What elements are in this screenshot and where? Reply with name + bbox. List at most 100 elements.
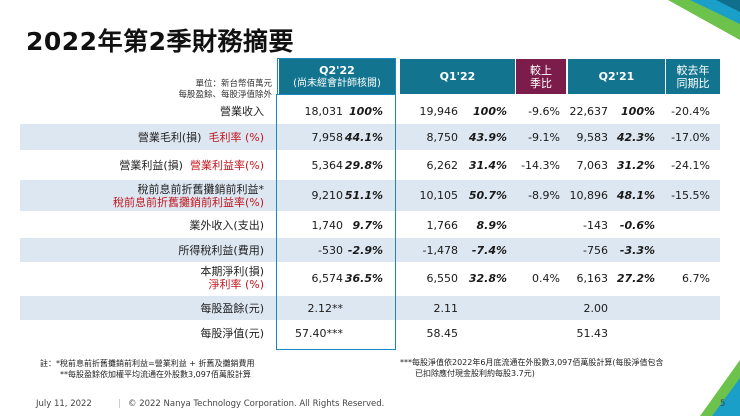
highlight-column-border xyxy=(276,94,396,350)
header-q1-22: Q1'22 xyxy=(400,59,515,94)
cell-q221: 51.43 xyxy=(576,326,609,340)
cell-q122p: -7.4% xyxy=(471,243,507,257)
cell-qoq: -9.6% xyxy=(528,104,560,118)
row-label-main: 每股盈餘(元) xyxy=(200,301,264,315)
row-label-main: 每股淨值(元) xyxy=(200,326,264,340)
header-q2-22-sub: (尚未經會計師核閱) xyxy=(293,77,381,89)
note-left-2: **每股盈餘依加權平均流通在外股數3,097佰萬股計算 xyxy=(60,370,251,379)
row-label: 營業利益(損) 營業利益率(%) xyxy=(119,159,264,172)
cell-q222p: 51.1% xyxy=(344,189,383,202)
table-row: 稅前息前折舊攤銷前利益* 稅前息前折舊攤銷前利益率(%) 9,210 51.1% 10,… xyxy=(20,180,720,211)
table-row: 本期淨利(損) 淨利率 (%) 6,574 36.5% 6,550 32.8% 0.4% 6,… xyxy=(20,263,720,293)
cell-q222p: 36.5% xyxy=(344,271,383,285)
row-label: 營業毛利(損) 毛利率 (%) xyxy=(138,131,264,144)
table-row: 所得稅利益(費用) -530 -2.9% -1,478 -7.4% -756 -3.3% xyxy=(20,238,720,262)
row-label: 每股盈餘(元) xyxy=(200,302,264,315)
header-q2-21: Q2'21 xyxy=(568,59,665,94)
header-q1-22-label: Q1'22 xyxy=(439,70,476,83)
cell-q222p: 29.8% xyxy=(344,159,383,172)
cell-q122p: 8.9% xyxy=(476,218,507,232)
unit-note-2: 每股盈餘、每股淨值除外 xyxy=(178,90,272,100)
row-label: 每股淨值(元) xyxy=(200,327,264,340)
header-yoy: 較去年 同期比 xyxy=(666,59,720,94)
header-qoq-line1: 較上 xyxy=(530,63,552,77)
page-title: 2022年第2季財務摘要 xyxy=(26,27,294,56)
row-label-main: 營業收入 xyxy=(220,104,264,118)
row-label-main: 業外收入(支出) xyxy=(189,218,264,232)
cell-q222: 1,740 xyxy=(311,218,344,232)
cell-q222: 7,958 xyxy=(311,130,344,144)
table-row: 每股盈餘(元) 2.12** 2.11 2.00 xyxy=(20,296,720,320)
cell-q221: 6,163 xyxy=(576,271,609,285)
cell-q222: -530 xyxy=(318,243,343,257)
cell-q122p: 32.8% xyxy=(468,271,507,285)
cell-q221p: 48.1% xyxy=(616,189,655,202)
cell-q222p: 44.1% xyxy=(344,130,383,144)
row-label: 所得稅利益(費用) xyxy=(178,244,264,257)
cell-q221p: 100% xyxy=(621,104,655,118)
note-right-2: 已扣除應付現金股利約每股3.7元) xyxy=(415,369,535,378)
cell-q222: 57.40*** xyxy=(295,326,343,340)
cell-q222p: 9.7% xyxy=(352,218,383,232)
header-qoq: 較上 季比 xyxy=(516,59,566,94)
note-left-1: 註：*稅前息前折舊攤銷前利益=營業利益 + 折舊及攤銷費用 xyxy=(40,359,255,368)
cell-yoy: -17.0% xyxy=(671,130,710,144)
cell-q122: 19,946 xyxy=(419,104,459,118)
cell-q122: 6,550 xyxy=(426,271,459,285)
cell-q122: 2.11 xyxy=(433,301,459,315)
cell-q122p: 50.7% xyxy=(468,189,507,202)
table-row: 每股淨值(元) 57.40*** 58.45 51.43 xyxy=(20,320,720,346)
cell-q221: 7,063 xyxy=(576,159,609,172)
cell-q221p: 31.2% xyxy=(616,159,655,172)
cell-q221: 10,896 xyxy=(569,189,609,202)
cell-q122p: 43.9% xyxy=(468,130,507,144)
footer-copyright: © 2022 Nanya Technology Corporation. All… xyxy=(128,399,385,409)
cell-q221: -143 xyxy=(583,218,608,232)
cell-q222p: 100% xyxy=(349,104,383,118)
cell-q221p: 42.3% xyxy=(616,130,655,144)
table-row: 營業毛利(損) 毛利率 (%) 7,958 44.1% 8,750 43.9% -9.1%… xyxy=(20,124,720,150)
cell-q122: -1,478 xyxy=(422,243,458,257)
header-yoy-line1: 較去年 xyxy=(676,63,710,77)
cell-q122: 10,105 xyxy=(419,189,459,202)
row-label: 業外收入(支出) xyxy=(189,219,264,232)
footer-divider: | xyxy=(118,399,121,409)
table-row: 營業利益(損) 營業利益率(%) 5,364 29.8% 6,262 31.4% -14.… xyxy=(20,153,720,178)
corner-decoration-bottom-right xyxy=(700,360,740,416)
unit-note-1: 單位：新台幣佰萬元 xyxy=(195,79,272,89)
header-q2-21-label: Q2'21 xyxy=(598,70,635,83)
row-label: 營業收入 xyxy=(220,105,264,118)
cell-q221: 9,583 xyxy=(576,130,609,144)
header-qoq-line2: 季比 xyxy=(530,76,552,90)
cell-yoy: 6.7% xyxy=(682,271,710,285)
cell-q222p: -2.9% xyxy=(347,243,383,257)
cell-q122p: 100% xyxy=(473,104,507,118)
row-label-ratio: 稅前息前折舊攤銷前利益率(%) xyxy=(112,195,264,209)
header-q2-22: Q2'22 (尚未經會計師核閱) xyxy=(279,59,395,94)
cell-q222: 6,574 xyxy=(311,271,344,285)
row-label: 稅前息前折舊攤銷前利益* 稅前息前折舊攤銷前利益率(%) xyxy=(113,183,264,209)
row-label: 本期淨利(損) 淨利率 (%) xyxy=(200,265,264,291)
footer-page-number: 5 xyxy=(720,399,726,409)
row-label-main: 本期淨利(損) xyxy=(200,265,264,278)
row-label-main: 稅前息前折舊攤銷前利益* xyxy=(137,182,265,196)
cell-q221: -756 xyxy=(583,243,608,257)
cell-yoy: -15.5% xyxy=(671,189,710,202)
cell-q221p: 27.2% xyxy=(616,271,655,285)
cell-q122: 1,766 xyxy=(426,218,459,232)
row-label-ratio: 營業利益率(%) xyxy=(189,159,264,172)
row-label-ratio: 淨利率 (%) xyxy=(208,278,264,291)
cell-yoy: -24.1% xyxy=(671,159,710,172)
header-yoy-line2: 同期比 xyxy=(676,76,710,90)
cell-q222: 5,364 xyxy=(311,159,344,172)
cell-qoq: -8.9% xyxy=(528,189,560,202)
row-label-main: 營業毛利(損) xyxy=(137,130,202,144)
cell-q122: 6,262 xyxy=(426,159,459,172)
cell-qoq: -14.3% xyxy=(521,159,560,172)
table-row: 營業收入 18,031 100% 19,946 100% -9.6% 22,637 100% -… xyxy=(20,99,720,123)
cell-q222: 9,210 xyxy=(311,189,344,202)
header-q2-22-label: Q2'22 xyxy=(319,63,355,77)
cell-q221p: -3.3% xyxy=(619,243,655,257)
cell-q122: 58.45 xyxy=(426,326,459,340)
table-row: 業外收入(支出) 1,740 9.7% 1,766 8.9% -143 -0.6% xyxy=(20,213,720,237)
